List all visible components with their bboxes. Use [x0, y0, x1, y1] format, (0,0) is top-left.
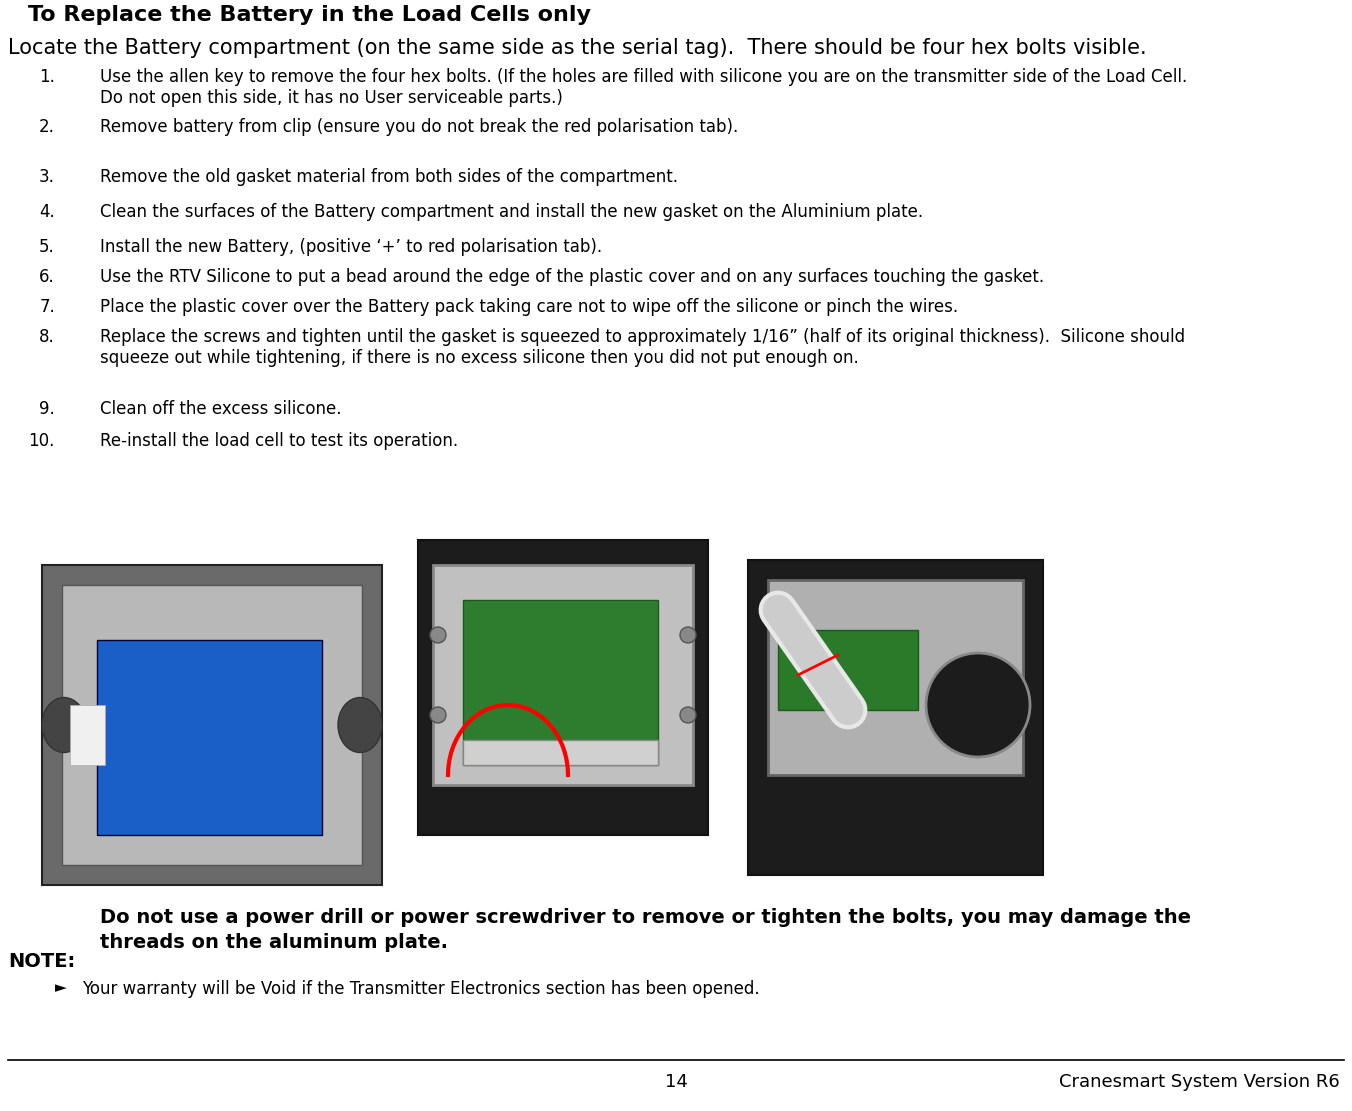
Text: 7.: 7. [39, 298, 55, 316]
Bar [97, 640, 322, 835]
Bar [462, 740, 658, 765]
Bar [418, 540, 708, 835]
Text: 8.: 8. [39, 328, 55, 346]
Text: 1.: 1. [39, 68, 55, 86]
Circle shape [926, 653, 1030, 757]
Bar [42, 565, 383, 885]
Text: Use the allen key to remove the four hex bolts. (If the holes are filled with si: Use the allen key to remove the four hex… [100, 68, 1187, 107]
Text: ►: ► [55, 980, 66, 995]
Bar [748, 560, 1042, 875]
Text: 6.: 6. [39, 268, 55, 286]
Bar [768, 580, 1023, 775]
Text: Locate the Battery compartment (on the same side as the serial tag).  There shou: Locate the Battery compartment (on the s… [8, 38, 1146, 58]
Text: NOTE:: NOTE: [8, 952, 76, 971]
Text: 4.: 4. [39, 203, 55, 221]
Bar [433, 565, 694, 785]
Text: Cranesmart System Version R6: Cranesmart System Version R6 [1059, 1073, 1340, 1091]
Text: 5.: 5. [39, 238, 55, 256]
Circle shape [430, 707, 446, 723]
Text: Remove the old gasket material from both sides of the compartment.: Remove the old gasket material from both… [100, 168, 677, 186]
Text: Use the RTV Silicone to put a bead around the edge of the plastic cover and on a: Use the RTV Silicone to put a bead aroun… [100, 268, 1044, 286]
Text: Clean off the excess silicone.: Clean off the excess silicone. [100, 400, 342, 418]
Bar [462, 600, 658, 765]
Bar [62, 585, 362, 865]
Bar [777, 630, 918, 710]
Circle shape [680, 707, 696, 723]
Circle shape [430, 627, 446, 643]
Text: 9.: 9. [39, 400, 55, 418]
Text: Remove battery from clip (ensure you do not break the red polarisation tab).: Remove battery from clip (ensure you do … [100, 118, 738, 136]
Text: Your warranty will be Void if the Transmitter Electronics section has been opene: Your warranty will be Void if the Transm… [82, 980, 760, 998]
Circle shape [680, 627, 696, 643]
Text: 14: 14 [665, 1073, 687, 1091]
Ellipse shape [338, 698, 383, 752]
Text: Clean the surfaces of the Battery compartment and install the new gasket on the : Clean the surfaces of the Battery compar… [100, 203, 923, 221]
Text: To Replace the Battery in the Load Cells only: To Replace the Battery in the Load Cells… [28, 6, 591, 26]
Ellipse shape [42, 698, 87, 752]
Text: 10.: 10. [28, 432, 55, 450]
Text: Do not use a power drill or power screwdriver to remove or tighten the bolts, yo: Do not use a power drill or power screwd… [100, 908, 1191, 952]
Text: Replace the screws and tighten until the gasket is squeezed to approximately 1/1: Replace the screws and tighten until the… [100, 328, 1186, 367]
Bar [70, 705, 105, 765]
Text: Place the plastic cover over the Battery pack taking care not to wipe off the si: Place the plastic cover over the Battery… [100, 298, 959, 316]
Text: Re-install the load cell to test its operation.: Re-install the load cell to test its ope… [100, 432, 458, 450]
Text: 2.: 2. [39, 118, 55, 136]
Text: 3.: 3. [39, 168, 55, 186]
Text: Install the new Battery, (positive ‘+’ to red polarisation tab).: Install the new Battery, (positive ‘+’ t… [100, 238, 602, 256]
